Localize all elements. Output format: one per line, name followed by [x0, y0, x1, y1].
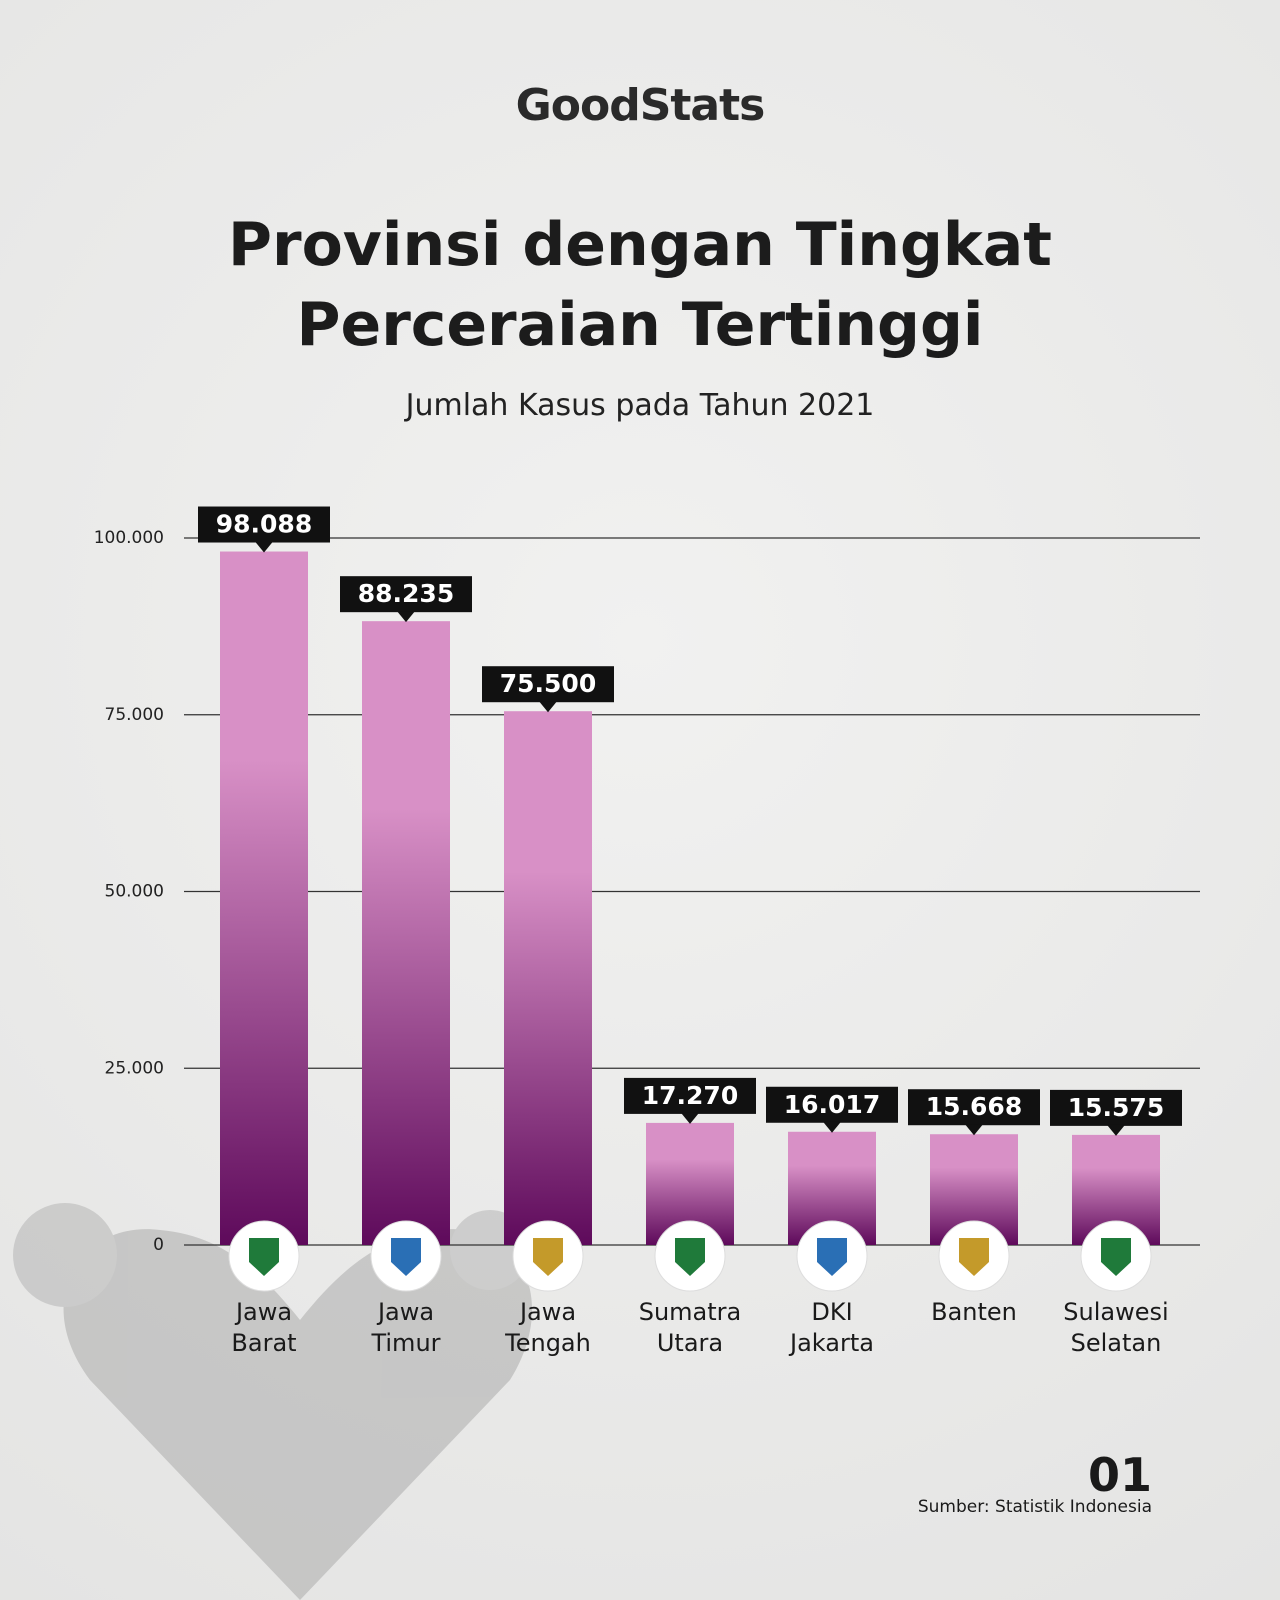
x-tick-label: Jawa Barat — [231, 1298, 297, 1357]
value-label-pointer — [539, 701, 557, 713]
value-label-pointer — [965, 1124, 983, 1136]
bar — [362, 621, 450, 1245]
x-tick-label: Sumatra Utara — [638, 1298, 742, 1357]
value-label: 17.270 — [642, 1081, 738, 1110]
heart-illustration — [13, 1203, 533, 1600]
bar — [220, 551, 308, 1245]
value-label-box — [908, 1089, 1040, 1126]
value-label: 15.668 — [926, 1092, 1022, 1121]
chart-title: Provinsi dengan Tingkat Perceraian Terti… — [228, 210, 1052, 360]
y-tick-label: 100.000 — [94, 528, 164, 548]
value-label-box — [624, 1077, 756, 1114]
page-number: 01 — [1087, 1448, 1152, 1502]
value-label-box — [482, 666, 614, 703]
x-tick-label: Sulawesi Selatan — [1063, 1298, 1169, 1357]
value-label: 88.235 — [358, 579, 454, 608]
province-emblem-shape — [959, 1238, 989, 1276]
value-label-box — [198, 506, 330, 543]
x-tick-label: DKI Jakarta — [790, 1298, 874, 1357]
y-tick-label: 0 — [153, 1235, 164, 1255]
value-label: 75.500 — [500, 669, 596, 698]
y-tick-label: 25.000 — [105, 1058, 164, 1078]
province-emblem-shape — [817, 1238, 847, 1276]
value-label: 15.575 — [1068, 1093, 1164, 1122]
y-tick-label: 50.000 — [105, 882, 164, 902]
x-tick-label: Banten — [931, 1298, 1017, 1326]
value-label-pointer — [397, 611, 415, 623]
logo: GoodStats — [515, 80, 766, 131]
value-label: 98.088 — [216, 510, 312, 539]
value-label-box — [766, 1086, 898, 1123]
value-label-box — [1050, 1089, 1182, 1126]
y-tick-label: 75.000 — [105, 705, 164, 725]
value-label-pointer — [681, 1112, 699, 1124]
value-label-pointer — [1107, 1124, 1125, 1136]
x-tick-label: Jawa Timur — [371, 1298, 441, 1357]
value-label-pointer — [823, 1121, 841, 1133]
province-emblem-shape — [675, 1238, 705, 1276]
source: Sumber: Statistik Indonesia — [917, 1497, 1152, 1517]
value-label: 16.017 — [784, 1090, 880, 1119]
chart-subtitle: Jumlah Kasus pada Tahun 2021 — [405, 388, 875, 423]
province-emblem-shape — [249, 1238, 279, 1276]
value-label-pointer — [255, 541, 273, 553]
value-label-box — [340, 576, 472, 613]
x-tick-label: Jawa Tengah — [505, 1298, 591, 1357]
province-emblem-shape — [391, 1238, 421, 1276]
bar — [504, 711, 592, 1245]
province-emblem-shape — [533, 1238, 563, 1276]
province-emblem-shape — [1101, 1238, 1131, 1276]
